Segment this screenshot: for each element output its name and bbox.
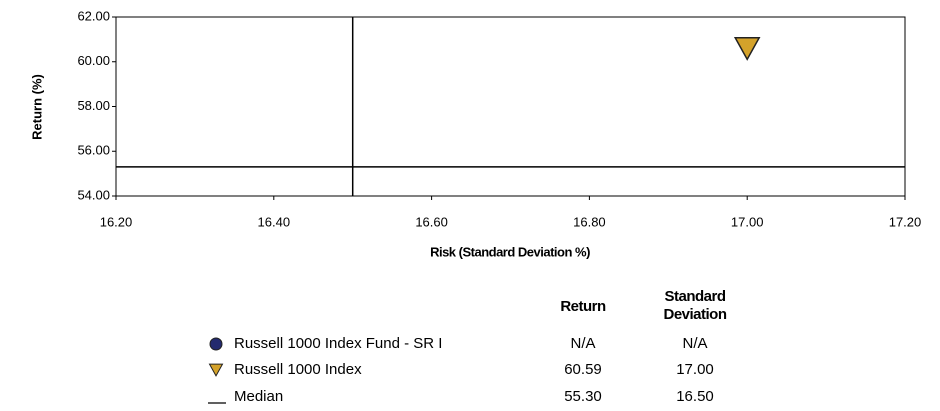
return-value: N/A [570, 335, 596, 352]
x-tick-label: 17.00 [731, 214, 764, 229]
x-tick-label: 17.20 [889, 214, 922, 229]
x-tick-label: 16.20 [100, 214, 133, 229]
std-value: 16.50 [676, 388, 714, 405]
x-tick-label: 16.40 [258, 214, 291, 229]
chart: Risk (Standard Deviation %) Return (%) 1… [29, 8, 922, 259]
std-value: 17.00 [676, 361, 714, 378]
series-name: Median [234, 388, 284, 405]
column-header: Standard Deviation [663, 288, 727, 323]
legend-icon [208, 363, 224, 377]
legend-icon [209, 337, 223, 351]
std-value: N/A [682, 335, 708, 352]
y-tick-label: 54.00 [77, 187, 110, 202]
y-tick-label: 58.00 [77, 98, 110, 113]
x-tick-label: 16.80 [573, 214, 606, 229]
point [733, 36, 761, 61]
y-tick-label: 56.00 [77, 143, 110, 158]
return-value: 55.30 [564, 388, 602, 405]
return-value: 60.59 [564, 361, 602, 378]
y-tick-label: 62.00 [77, 8, 110, 23]
x-axis-title: Risk (Standard Deviation %) [430, 244, 590, 259]
series-name: Russell 1000 Index Fund - SR I [234, 335, 443, 352]
series-name: Russell 1000 Index [234, 361, 362, 378]
column-header: Return [560, 298, 606, 315]
y-tick-label: 60.00 [77, 53, 110, 68]
x-tick-label: 16.60 [415, 214, 448, 229]
y-axis-title: Return (%) [29, 74, 44, 140]
